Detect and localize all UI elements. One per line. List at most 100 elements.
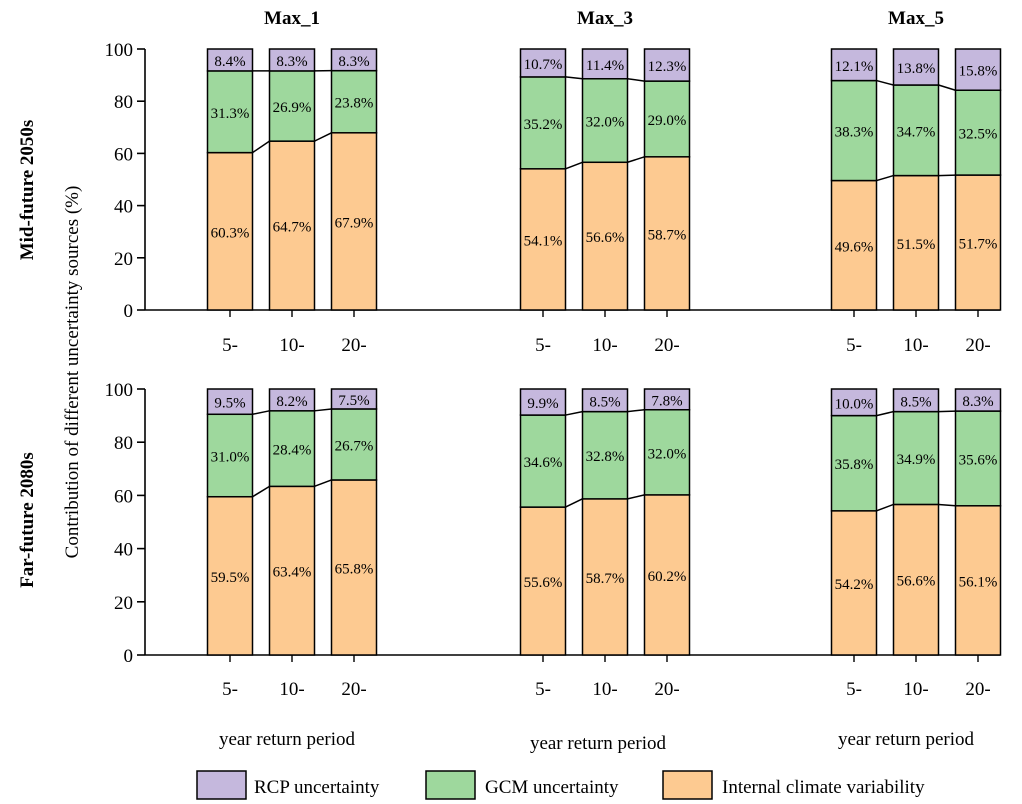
bar-gcm: [519, 76, 567, 170]
data-label-rcp: 7.8%: [651, 393, 682, 409]
data-label-icv: 54.1%: [524, 233, 563, 249]
connector-gcm: [876, 410, 894, 417]
legend-swatch-rcp: [196, 770, 247, 800]
connector-gcm: [314, 408, 332, 412]
x-axis-label-panel-1: year return period: [219, 729, 356, 750]
data-label-rcp: 10.7%: [524, 57, 563, 73]
data-label-rcp: 11.4%: [586, 58, 624, 74]
data-label-rcp: 10.0%: [835, 396, 874, 412]
bar-icv: [892, 174, 940, 311]
legend-label-rcp: RCP uncertainty: [254, 777, 380, 798]
data-label-rcp: 9.9%: [527, 396, 558, 412]
bar-rcp: [892, 48, 940, 86]
bar-gcm: [519, 414, 567, 508]
data-label-gcm: 38.3%: [835, 125, 874, 141]
charts: 0 20 40 60 80 100 5- 10- 20- 5- 10- 20- 5- 10- 20- 0 20 4…: [105, 8, 1002, 700]
data-label-icv: 54.2%: [835, 577, 874, 593]
bar-icv: [954, 174, 1002, 311]
connector-icv: [876, 174, 894, 182]
bar-gcm: [643, 408, 691, 496]
bar-rcp: [519, 48, 567, 78]
bar-rcp: [643, 48, 691, 82]
bar-rcp: [954, 48, 1002, 91]
bar-rcp: [330, 48, 378, 72]
connector-icv: [627, 156, 645, 163]
data-label-rcp: 7.5%: [338, 393, 369, 409]
y-tick-label: 20: [114, 593, 133, 614]
data-label-gcm: 35.6%: [959, 452, 998, 468]
bar-gcm: [830, 79, 878, 182]
bar-icv: [830, 179, 878, 311]
x-tick-label: 10-: [903, 679, 928, 700]
bar-gcm: [892, 84, 940, 177]
y-axis-label: Contribution of different uncertainty so…: [62, 186, 83, 559]
data-label-icv: 67.9%: [335, 215, 374, 231]
bar-rcp: [268, 48, 316, 72]
data-label-gcm: 35.2%: [524, 117, 563, 133]
x-tick-label: 10-: [592, 679, 617, 700]
y-tick-label: 0: [124, 646, 134, 667]
data-label-icv: 60.3%: [211, 225, 250, 241]
data-label-rcp: 8.3%: [338, 54, 369, 70]
connector-gcm: [627, 78, 645, 82]
data-label-icv: 58.7%: [648, 227, 687, 243]
data-label-icv: 51.7%: [959, 237, 998, 253]
x-tick-label: 10-: [279, 335, 304, 356]
bar-rcp: [892, 388, 940, 413]
data-label-gcm: 26.9%: [273, 100, 312, 116]
connector-icv: [876, 503, 894, 512]
data-label-icv: 56.1%: [959, 574, 998, 590]
bar-icv: [954, 505, 1002, 656]
bar-rcp: [643, 388, 691, 411]
y-tick-label: 60: [114, 486, 133, 507]
y-tick-label: 40: [114, 197, 133, 218]
x-tick-label: 5-: [222, 679, 238, 700]
data-label-icv: 64.7%: [273, 220, 312, 236]
y-tick-label: 60: [114, 144, 133, 165]
bar-icv: [643, 156, 691, 311]
connector-gcm: [565, 410, 583, 416]
bar-gcm: [206, 413, 254, 498]
row-label-mid-future: Mid-future 2050s: [17, 120, 38, 261]
bar-gcm: [330, 408, 378, 481]
data-label-gcm: 34.6%: [524, 455, 563, 471]
data-label-icv: 58.7%: [586, 571, 625, 587]
bar-gcm: [954, 410, 1002, 507]
x-tick-label: 20-: [654, 335, 679, 356]
x-axis-label-panel-2: year return period: [530, 733, 667, 754]
x-tick-label: 5-: [846, 335, 862, 356]
connector-icv: [314, 479, 332, 488]
bar-gcm: [954, 89, 1002, 176]
data-label-rcp: 13.8%: [897, 61, 936, 77]
x-tick-label: 5-: [846, 679, 862, 700]
data-label-rcp: 8.2%: [276, 394, 307, 410]
data-label-rcp: 12.3%: [648, 59, 687, 75]
data-label-icv: 65.8%: [335, 561, 374, 577]
bar-gcm: [643, 80, 691, 158]
data-label-icv: 56.6%: [897, 574, 936, 590]
data-label-gcm: 31.3%: [211, 106, 250, 122]
bar-rcp: [519, 388, 567, 416]
bar-rcp: [581, 388, 629, 413]
connector-icv: [565, 498, 583, 508]
bar-gcm: [892, 410, 940, 506]
bar-gcm: [581, 78, 629, 164]
data-label-gcm: 32.8%: [586, 449, 625, 465]
bar-icv: [519, 168, 567, 311]
bar-gcm: [268, 70, 316, 142]
y-tick-label: 80: [114, 433, 133, 454]
bar-rcp: [830, 388, 878, 417]
data-label-icv: 59.5%: [211, 570, 250, 586]
data-label-gcm: 28.4%: [273, 443, 312, 459]
connector-icv: [627, 494, 645, 500]
connector-icv: [314, 132, 332, 142]
legend: RCP uncertainty GCM uncertainty Internal…: [196, 770, 925, 800]
data-label-rcp: 8.3%: [962, 394, 993, 410]
x-tick-label: 5-: [535, 335, 551, 356]
connector-gcm: [565, 76, 583, 80]
connector-gcm: [938, 410, 956, 413]
connector-icv: [252, 485, 270, 498]
x-tick-label: 10-: [279, 679, 304, 700]
x-axis-label-panel-3: year return period: [838, 729, 975, 750]
